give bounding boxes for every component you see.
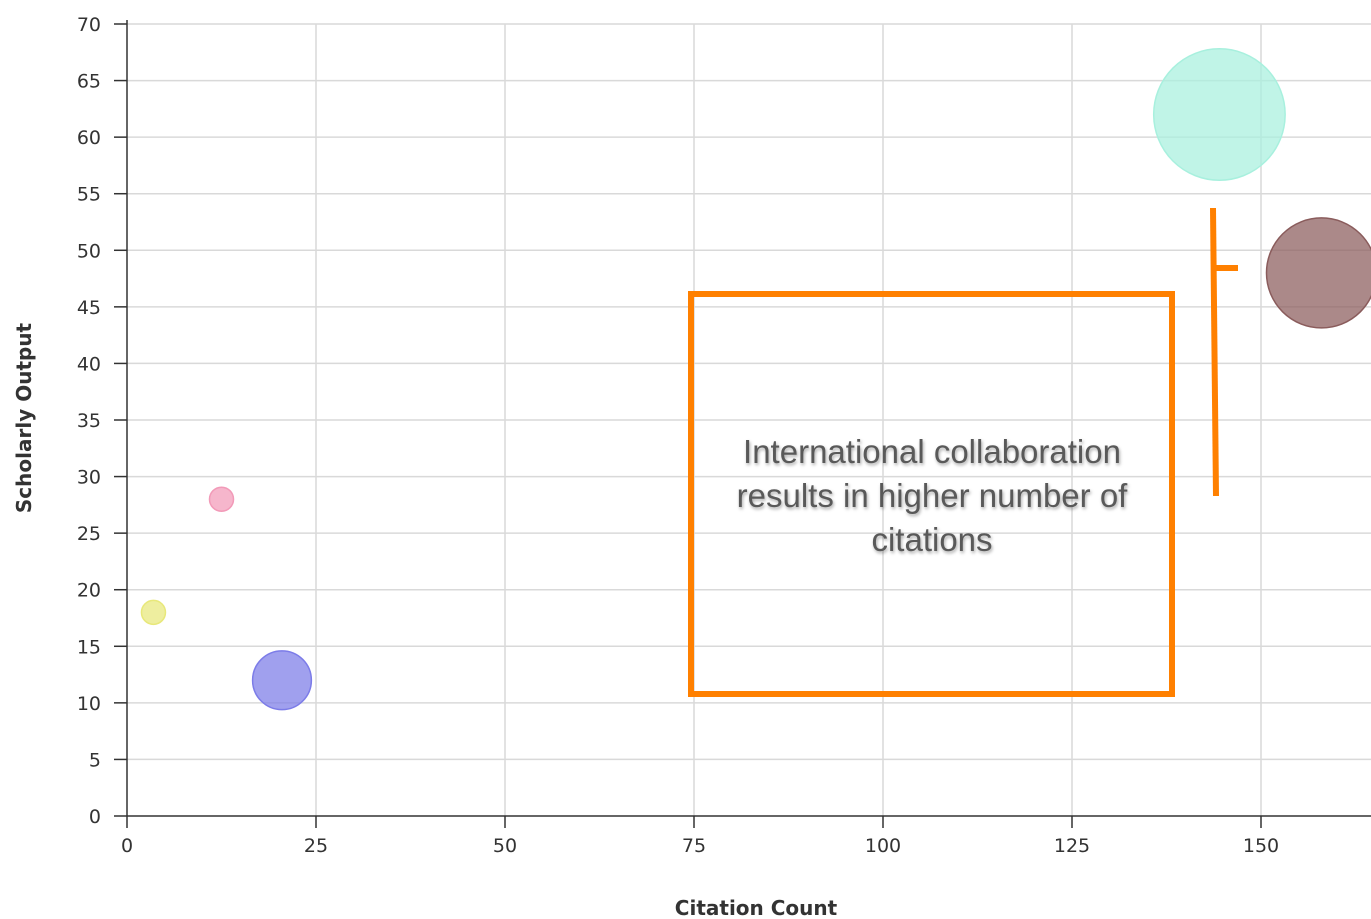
y-tick-label: 65 (77, 71, 101, 93)
bubble (251, 650, 313, 711)
y-tick-label: 45 (77, 297, 101, 319)
x-tick-label: 25 (304, 835, 328, 857)
bubble (1265, 217, 1371, 329)
annotation-box (688, 291, 1175, 697)
y-tick-label: 30 (77, 467, 101, 489)
x-tick-label: 150 (1243, 835, 1279, 857)
y-tick-label: 25 (77, 523, 101, 545)
y-tick-label: 10 (77, 693, 101, 715)
x-tick-label: 50 (493, 835, 517, 857)
y-tick-label: 0 (89, 806, 101, 828)
y-tick-label: 35 (77, 410, 101, 432)
bubble (208, 486, 235, 512)
y-tick-label: 70 (77, 14, 101, 36)
y-tick-label: 60 (77, 127, 101, 149)
y-tick-label: 50 (77, 240, 101, 262)
axes (126, 20, 1371, 817)
y-axis-ticks: 0 5 10 15 20 25 30 35 40 45 50 55 60 65 70 (77, 14, 127, 828)
x-axis-ticks: 0 25 50 75 100 125 150 (121, 816, 1279, 857)
y-tick-label: 40 (77, 353, 101, 375)
bubble (140, 599, 167, 626)
bubbles (140, 48, 1371, 711)
y-tick-label: 20 (77, 580, 101, 602)
annotation-bracket-vertical (1210, 207, 1219, 497)
y-tick-label: 15 (77, 636, 101, 658)
x-axis-title: Citation Count (675, 896, 838, 919)
y-tick-label: 55 (77, 184, 101, 206)
annotation-callout (688, 207, 1238, 697)
bubble (1152, 48, 1286, 181)
y-axis-title: Scholarly Output (12, 322, 36, 513)
x-tick-label: 125 (1054, 835, 1090, 857)
x-tick-label: 0 (121, 835, 133, 857)
x-tick-label: 100 (865, 835, 901, 857)
annotation-text: International collaboration results in h… (736, 433, 1128, 558)
y-tick-label: 5 (89, 749, 101, 771)
x-tick-label: 75 (682, 835, 706, 857)
